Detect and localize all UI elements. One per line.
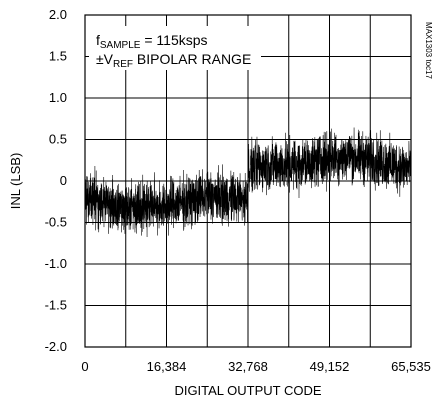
inl-segment-2 <box>247 127 412 199</box>
y-tick-label: -1.5 <box>45 298 67 313</box>
annotation-rate: = 115ksps <box>140 32 207 48</box>
annotation-sample-rate: fSAMPLE = 115ksps <box>96 32 208 51</box>
y-tick-label: -1.0 <box>45 256 67 271</box>
y-tick-label: 0.5 <box>49 132 67 147</box>
x-tick-label: 0 <box>81 359 88 374</box>
annotation-ref-sub: REF <box>113 59 133 70</box>
x-axis-ticks: 0 16,384 32,768 49,152 65,535 <box>81 359 431 374</box>
figure-id-label: MAX1303 toc17 <box>424 22 433 79</box>
y-tick-label: 1.0 <box>49 90 67 105</box>
y-tick-label: -0.5 <box>45 215 67 230</box>
y-tick-label: -2.0 <box>45 339 67 354</box>
annotation-backdrop <box>89 26 261 70</box>
y-tick-label: 2.0 <box>49 7 67 22</box>
inl-trace <box>84 127 412 237</box>
annotation-f: f <box>96 32 100 48</box>
y-axis-title: INL (LSB) <box>8 153 23 210</box>
y-axis-ticks: 2.0 1.5 1.0 0.5 0 -0.5 -1.0 -1.5 -2.0 <box>45 7 67 354</box>
x-tick-label: 32,768 <box>228 359 268 374</box>
y-tick-label: 1.5 <box>49 49 67 64</box>
x-axis-title: DIGITAL OUTPUT CODE <box>174 383 321 398</box>
annotation-vref: ±V <box>96 51 114 67</box>
inl-segment-1 <box>84 164 249 237</box>
y-tick-label: 0 <box>60 173 67 188</box>
annotation-bipolar: BIPOLAR RANGE <box>133 51 251 67</box>
x-tick-label: 49,152 <box>310 359 350 374</box>
x-tick-label: 65,535 <box>391 359 431 374</box>
annotation-sample-sub: SAMPLE <box>100 40 141 51</box>
plot-frame <box>84 14 412 348</box>
plot-border <box>84 14 412 348</box>
annotation-range: ±VREF BIPOLAR RANGE <box>96 51 251 70</box>
x-tick-label: 16,384 <box>147 359 187 374</box>
